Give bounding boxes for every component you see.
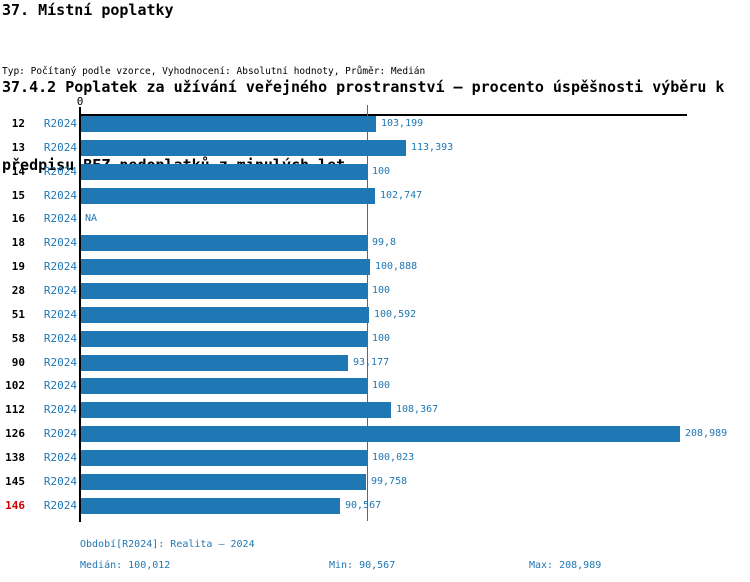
- footer-min-value: Min: 90,567: [329, 560, 396, 571]
- row-period-label: R2024: [43, 212, 77, 225]
- bar-value-label: 208,989: [685, 428, 728, 439]
- row-period-label: R2024: [43, 427, 77, 440]
- bar-value-label: 100,023: [372, 452, 415, 463]
- chart-subtitle-line-1: 37.4.2 Poplatek za užívání veřejného pro…: [2, 78, 725, 96]
- bar: [81, 307, 369, 323]
- bar-value-label: 108,367: [396, 404, 439, 415]
- bar: [81, 426, 680, 442]
- bar-value-label: 99,8: [372, 237, 397, 248]
- bar: [81, 140, 406, 156]
- page-title: 37. Místní poplatky: [2, 1, 174, 19]
- bar: [81, 474, 366, 490]
- x-axis-origin-label: 0: [76, 95, 84, 108]
- bar: [81, 283, 367, 299]
- row-period-label: R2024: [43, 236, 77, 249]
- row-period-label: R2024: [43, 332, 77, 345]
- bar-value-label: 100: [372, 380, 391, 391]
- bar: [81, 498, 340, 514]
- bar: [81, 116, 376, 132]
- row-id-label: 51: [11, 308, 25, 321]
- row-id-label: 16: [11, 212, 25, 225]
- row-id-label: 102: [5, 379, 25, 392]
- bar-value-label: 100,592: [374, 309, 417, 320]
- row-id-label: 28: [11, 284, 25, 297]
- row-id-label: 13: [11, 141, 25, 154]
- bar: [81, 450, 367, 466]
- bar: [81, 355, 348, 371]
- bar: [81, 259, 370, 275]
- bar-value-label: 100,888: [375, 261, 418, 272]
- row-id-label: 146: [5, 499, 25, 512]
- row-period-label: R2024: [43, 141, 77, 154]
- row-period-label: R2024: [43, 379, 77, 392]
- row-period-label: R2024: [43, 189, 77, 202]
- chart-meta-info: Typ: Počítaný podle vzorce, Vyhodnocení:…: [2, 66, 426, 77]
- footer-period-info: Období[R2024]: Realita – 2024: [80, 539, 255, 550]
- bar: [81, 378, 367, 394]
- row-period-label: R2024: [43, 308, 77, 321]
- bar: [81, 331, 367, 347]
- bar-value-label: 100: [372, 166, 391, 177]
- row-period-label: R2024: [43, 165, 77, 178]
- bar-value-label: 113,393: [411, 142, 454, 153]
- bar: [81, 235, 367, 251]
- row-period-label: R2024: [43, 117, 77, 130]
- row-id-label: 145: [5, 475, 25, 488]
- bar-value-label-na: NA: [85, 213, 98, 224]
- row-id-label: 12: [11, 117, 25, 130]
- row-id-label: 138: [5, 451, 25, 464]
- row-period-label: R2024: [43, 284, 77, 297]
- bar-value-label: 103,199: [381, 118, 424, 129]
- x-axis-line: [79, 114, 687, 116]
- row-id-label: 15: [11, 189, 25, 202]
- bar-value-label: 102,747: [380, 190, 423, 201]
- row-id-label: 19: [11, 260, 25, 273]
- row-id-label: 90: [11, 356, 25, 369]
- row-id-label: 126: [5, 427, 25, 440]
- row-period-label: R2024: [43, 356, 77, 369]
- bar: [81, 164, 367, 180]
- bar: [81, 402, 391, 418]
- row-period-label: R2024: [43, 499, 77, 512]
- bar-value-label: 99,758: [371, 476, 408, 487]
- bar-value-label: 93,177: [353, 357, 390, 368]
- row-period-label: R2024: [43, 260, 77, 273]
- row-period-label: R2024: [43, 451, 77, 464]
- row-id-label: 58: [11, 332, 25, 345]
- footer-max-value: Max: 208,989: [529, 560, 602, 571]
- row-id-label: 18: [11, 236, 25, 249]
- row-id-label: 112: [5, 403, 25, 416]
- bar-value-label: 100: [372, 333, 391, 344]
- row-period-label: R2024: [43, 475, 77, 488]
- bar-value-label: 90,567: [345, 500, 382, 511]
- bar-value-label: 100: [372, 285, 391, 296]
- bar: [81, 188, 375, 204]
- y-axis-line: [79, 107, 81, 522]
- row-id-label: 14: [11, 165, 25, 178]
- row-period-label: R2024: [43, 403, 77, 416]
- footer-median-value: Medián: 100,012: [80, 560, 171, 571]
